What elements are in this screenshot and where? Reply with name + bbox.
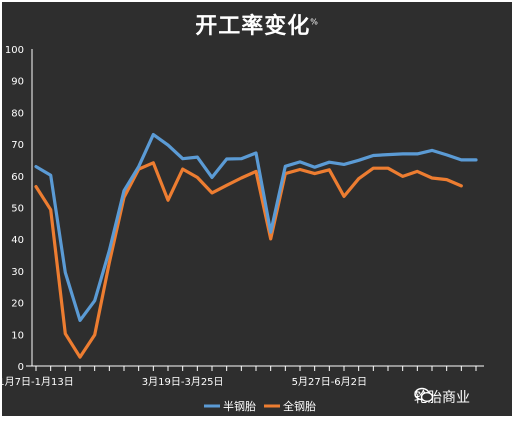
y-tick-label: 90 bbox=[11, 77, 24, 88]
x-tick-label: 5月27日-6月2日 bbox=[292, 376, 367, 388]
legend-semi-steel-label: 半钢胎 bbox=[223, 399, 256, 413]
y-tick-label: 20 bbox=[11, 299, 24, 310]
y-tick-label: 50 bbox=[11, 204, 24, 215]
y-tick-label: 0 bbox=[18, 362, 24, 373]
series-line-all-steel bbox=[34, 161, 463, 359]
y-tick-label: 10 bbox=[11, 330, 24, 341]
legend-all-steel-label: 全钢胎 bbox=[283, 399, 316, 413]
x-tick-label: 1月7日-1月13日 bbox=[0, 376, 74, 388]
y-tick-label: 100 bbox=[5, 45, 24, 56]
y-tick-label: 30 bbox=[11, 267, 24, 278]
y-tick-label: 40 bbox=[11, 235, 24, 246]
watermark: 轮胎商业 bbox=[414, 387, 470, 407]
wechat-icon bbox=[414, 387, 434, 403]
y-tick-label: 70 bbox=[11, 140, 24, 151]
x-tick-label: 3月19日-3月25日 bbox=[142, 376, 224, 388]
series-line-semi-steel bbox=[34, 133, 478, 322]
y-tick-label: 80 bbox=[11, 108, 24, 119]
chart-title-suffix: % bbox=[310, 17, 319, 27]
y-tick-label: 60 bbox=[11, 172, 24, 183]
chart-title: 开工率变化% bbox=[195, 14, 319, 39]
